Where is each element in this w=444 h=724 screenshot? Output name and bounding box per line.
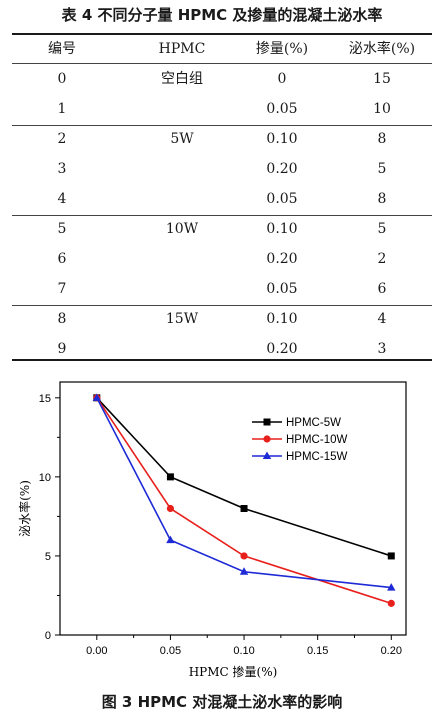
legend-marker	[263, 418, 271, 426]
table-bottom-rule	[12, 359, 432, 361]
x-tick-label: 0.05	[160, 645, 181, 657]
header-dosage: 掺量(%)	[255, 41, 309, 57]
table-title: 表 4 不同分子量 HPMC 及掺量的混凝土泌水率	[61, 6, 383, 24]
figure-caption: 图 3 HPMC 对混凝土泌水率的影响	[101, 693, 343, 711]
cell-bleeding: 15	[373, 71, 391, 87]
header-rule	[12, 63, 432, 64]
group-rule-1	[12, 125, 432, 126]
y-tick-label: 15	[39, 393, 51, 405]
cell-id: 8	[57, 311, 67, 327]
data-point-hpmc-5w	[387, 552, 395, 560]
cell-dosage: 0.05	[266, 101, 298, 117]
x-tick-label: 0.20	[381, 645, 402, 657]
cell-bleeding: 8	[377, 131, 387, 147]
cell-dosage: 0.20	[266, 251, 298, 267]
y-tick-label: 5	[45, 551, 51, 563]
cell-id: 4	[57, 191, 67, 207]
cell-bleeding: 3	[377, 341, 387, 357]
cell-id: 1	[57, 101, 67, 117]
cell-bleeding: 5	[377, 161, 387, 177]
cell-hpmc: 15W	[165, 311, 199, 327]
cell-id: 2	[57, 131, 67, 147]
cell-bleeding: 2	[377, 251, 387, 267]
cell-dosage: 0.05	[266, 281, 298, 297]
data-point-hpmc-15w	[239, 567, 249, 575]
legend-label: HPMC-5W	[286, 417, 341, 429]
series-line-hpmc-15w	[96, 397, 392, 589]
cell-dosage: 0.10	[266, 131, 298, 147]
cell-bleeding: 10	[373, 101, 391, 117]
legend-marker	[263, 435, 271, 443]
data-point-hpmc-10w	[240, 552, 248, 560]
data-point-hpmc-10w	[166, 504, 175, 513]
data-point-hpmc-15w	[387, 583, 396, 591]
header-id: 编号	[48, 41, 76, 57]
table-top-rule	[12, 33, 432, 35]
header-hpmc: HPMC	[158, 41, 206, 57]
series-line-hpmc-5w	[96, 397, 392, 557]
cell-bleeding: 5	[377, 221, 387, 237]
legend-label: HPMC-10W	[286, 434, 347, 446]
header-bleeding: 泌水率(%)	[348, 41, 416, 57]
bleeding-rate-chart: 0.00 0.05 0.10 0.15 0.20 0 5 10 15 HPMC 掺量(%) 泌水率(…	[17, 381, 407, 679]
data-point-hpmc-15w	[166, 535, 175, 544]
cell-hpmc: 5W	[170, 131, 194, 147]
cell-dosage: 0.10	[266, 311, 298, 327]
data-point-hpmc-5w	[240, 505, 248, 512]
x-tick-label: 0.10	[233, 645, 254, 657]
x-tick-label: 0.15	[307, 645, 328, 657]
x-axis-label: HPMC 掺量(%)	[189, 664, 278, 679]
cell-dosage: 0	[277, 71, 287, 87]
data-point-hpmc-5w	[166, 473, 174, 481]
cell-hpmc: 10W	[165, 221, 199, 237]
data-point-hpmc-15w	[92, 393, 102, 401]
cell-hpmc: 空白组	[161, 71, 203, 87]
y-tick-label: 0	[45, 630, 51, 642]
group-rule-2	[12, 215, 432, 216]
group-rule-3	[12, 305, 432, 306]
legend-label: HPMC-15W	[286, 451, 347, 463]
x-tick-label: 0.00	[86, 645, 107, 657]
cell-id: 9	[57, 341, 67, 357]
y-tick-label: 10	[39, 472, 51, 484]
cell-dosage: 0.20	[266, 161, 298, 177]
cell-id: 6	[57, 251, 67, 267]
cell-dosage: 0.10	[266, 221, 298, 237]
cell-id: 3	[57, 161, 67, 177]
cell-bleeding: 4	[377, 311, 387, 327]
legend-marker	[262, 451, 272, 459]
cell-bleeding: 8	[377, 191, 387, 207]
data-point-hpmc-10w	[387, 599, 395, 607]
plot-frame	[59, 381, 407, 636]
cell-id: 0	[57, 71, 67, 87]
cell-id: 5	[57, 221, 67, 237]
cell-dosage: 0.20	[266, 341, 298, 357]
cell-dosage: 0.05	[266, 191, 298, 207]
cell-bleeding: 6	[377, 281, 387, 297]
y-axis-label: 泌水率(%)	[17, 480, 32, 537]
cell-id: 7	[57, 281, 67, 297]
